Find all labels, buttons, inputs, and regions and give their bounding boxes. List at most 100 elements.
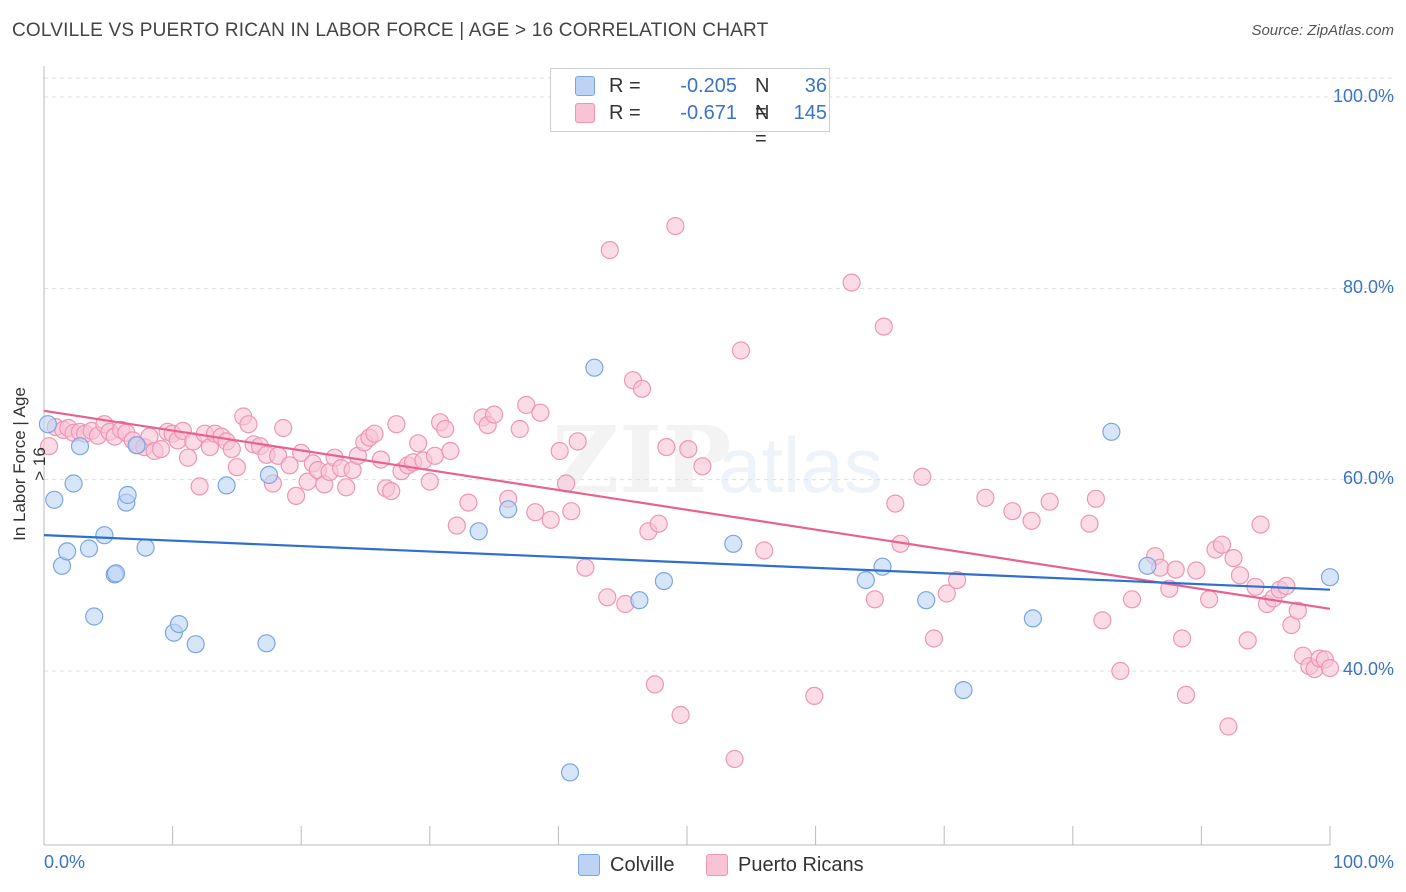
colville-point-7 (85, 607, 104, 626)
puerto-point-107 (874, 317, 893, 336)
puerto-point-118 (1080, 514, 1099, 533)
puerto-point-78 (510, 419, 529, 439)
trend-lines (43, 409, 1331, 610)
puerto-point-121 (1111, 661, 1130, 681)
puerto-point-68 (425, 446, 444, 465)
colville-legend-label: Colville (610, 854, 675, 876)
colville-point-0 (38, 415, 58, 434)
axes (43, 66, 1331, 846)
puerto-point-85 (562, 502, 581, 521)
puerto-point-116 (1022, 511, 1041, 530)
puerto-point-60 (382, 482, 401, 501)
chart-title: COLVILLE VS PUERTO RICAN IN LABOR FORCE … (12, 20, 769, 41)
puerto-point-126 (1166, 560, 1185, 579)
puerto-point-144 (1288, 601, 1307, 620)
puerto-point-102 (731, 341, 751, 360)
colville-point-20 (259, 465, 279, 484)
colville-point-13 (127, 436, 146, 455)
puerto-r-label: R = (609, 102, 641, 124)
series-legend: Colville Puerto Ricans (0, 852, 1406, 878)
puerto-point-115 (1003, 502, 1022, 521)
puerto-point-96 (657, 438, 676, 457)
puerto-point-76 (485, 405, 504, 424)
puerto-point-117 (1040, 492, 1059, 511)
source-attribution: Source: ZipAtlas.com (1251, 22, 1394, 39)
colville-point-14 (136, 538, 155, 557)
colville-point-19 (257, 634, 276, 653)
colville-point-22 (499, 500, 518, 519)
colville-point-34 (1138, 556, 1157, 575)
puerto-point-89 (600, 241, 619, 260)
colville-n-value: 36 (804, 75, 827, 97)
zipatlas-watermark: ZIP atlas (552, 406, 883, 514)
y-tick-80: 80.0% (1342, 277, 1394, 297)
colville-point-17 (186, 635, 205, 654)
puerto-point-133 (1219, 717, 1238, 736)
colville-point-30 (917, 591, 936, 610)
puerto-point-24 (178, 448, 198, 467)
puerto-point-32 (222, 440, 241, 459)
colville-point-3 (57, 542, 77, 561)
y-tick-40: 40.0% (1342, 659, 1394, 679)
puerto-legend-label: Puerto Ricans (738, 854, 864, 876)
puerto-point-100 (693, 457, 712, 476)
puerto-point-98 (671, 705, 690, 725)
colville-point-16 (169, 614, 189, 634)
puerto-legend-swatch (706, 854, 728, 876)
puerto-n-value: 145 (793, 102, 827, 124)
puerto-point-41 (274, 418, 293, 438)
puerto-point-88 (598, 588, 617, 607)
colville-r-label: R = (609, 75, 641, 97)
colville-point-32 (1023, 609, 1043, 628)
puerto-point-94 (645, 675, 665, 694)
puerto-point-130 (1199, 590, 1219, 609)
colville-point-25 (630, 591, 649, 610)
puerto-point-81 (531, 403, 550, 422)
colville-point-31 (954, 680, 973, 700)
puerto-n-label: N = (755, 102, 770, 150)
puerto-point-65 (409, 434, 428, 453)
colville-swatch (575, 76, 595, 96)
puerto-point-83 (550, 441, 569, 461)
puerto-trend-line (43, 409, 1331, 610)
puerto-point-19 (151, 440, 171, 459)
colville-point-28 (856, 570, 875, 590)
puerto-point-142 (1277, 576, 1296, 596)
puerto-point-104 (805, 686, 824, 706)
puerto-point-73 (459, 493, 478, 512)
colville-legend-swatch (578, 854, 600, 876)
colville-point-6 (79, 539, 99, 558)
colville-r-value: -0.205 (680, 75, 737, 97)
colville-point-26 (654, 571, 674, 591)
puerto-point-110 (913, 467, 932, 486)
puerto-point-99 (679, 440, 698, 459)
colville-point-12 (118, 485, 137, 505)
puerto-point-57 (365, 424, 384, 443)
puerto-point-129 (1187, 561, 1206, 580)
puerto-point-111 (924, 629, 944, 648)
puerto-point-58 (371, 450, 390, 469)
puerto-point-108 (886, 494, 905, 513)
puerto-point-72 (447, 516, 466, 535)
puerto-point-103 (755, 541, 774, 560)
puerto-point-135 (1230, 566, 1250, 585)
grid-lines (44, 77, 1392, 672)
x-tick-0: 0.0% (44, 852, 86, 872)
puerto-point-87 (576, 558, 595, 577)
puerto-point-70 (436, 419, 455, 439)
puerto-point-82 (541, 510, 560, 529)
colville-point-33 (1102, 422, 1121, 441)
colville-point-18 (217, 476, 236, 495)
colville-point-4 (64, 474, 83, 493)
colville-point-23 (560, 763, 580, 782)
puerto-point-127 (1172, 629, 1192, 648)
colville-point-35 (1320, 568, 1340, 587)
colville-trend-line (43, 534, 1331, 591)
puerto-point-97 (666, 217, 685, 236)
puerto-point-106 (865, 590, 884, 609)
puerto-point-119 (1086, 489, 1106, 508)
puerto-point-122 (1122, 590, 1142, 609)
puerto-point-79 (517, 395, 536, 415)
puerto-point-136 (1238, 631, 1257, 650)
